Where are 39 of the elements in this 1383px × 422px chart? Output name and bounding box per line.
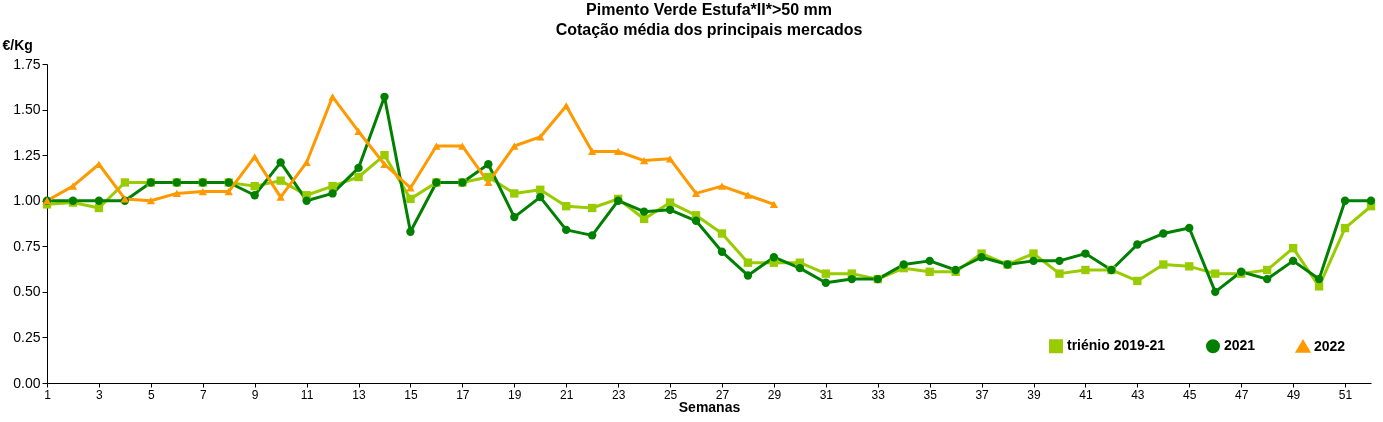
x-tick-label: 43 [1131, 387, 1145, 402]
x-tick-label: 15 [404, 387, 418, 402]
y-tick-label: 0.00 [13, 374, 41, 391]
y-tick-label: 1.25 [13, 146, 41, 163]
x-tick-label: 47 [1235, 387, 1249, 402]
x-tick-label: 17 [456, 387, 470, 402]
y-tick-label: 1.75 [13, 55, 41, 72]
x-tick-label: 37 [975, 387, 990, 402]
chart-subtitle: Cotação média dos principais mercados [555, 21, 863, 38]
x-tick-label: 7 [199, 387, 207, 402]
chart-title: Pimento Verde Estufa*II*>50 mm [586, 1, 832, 18]
x-tick-label: 23 [611, 387, 626, 402]
x-tick-label: 45 [1183, 387, 1197, 402]
x-tick-label: 5 [148, 387, 155, 402]
x-tick-label: 3 [96, 387, 104, 402]
x-tick-label: 21 [560, 387, 574, 402]
y-tick-label: 0.25 [13, 328, 41, 345]
x-tick-label: 25 [663, 387, 678, 402]
x-tick-label: 41 [1079, 387, 1093, 402]
x-tick-label: 35 [923, 387, 938, 402]
x-tick-label: 33 [871, 387, 886, 402]
legend-label: triénio 2019-21 [1067, 337, 1166, 354]
y-tick-label: 1.50 [13, 101, 41, 118]
x-tick-label: 9 [251, 387, 259, 402]
y-tick-label: 0.75 [13, 237, 41, 254]
x-tick-label: 1 [44, 387, 52, 402]
x-tick-label: 39 [1027, 387, 1041, 402]
x-tick-label: 29 [767, 387, 782, 402]
x-tick-label: 13 [352, 387, 367, 402]
legend-label: 2022 [1314, 337, 1346, 354]
x-tick-label: 51 [1338, 387, 1353, 402]
y-tick-label: 1.00 [13, 192, 41, 209]
x-tick-label: 11 [300, 387, 314, 402]
y-axis-title: €/Kg [2, 36, 33, 53]
x-tick-label: 49 [1286, 387, 1301, 402]
legend-label: 2021 [1224, 337, 1256, 354]
x-tick-label: 19 [508, 387, 522, 402]
x-tick-label: 31 [819, 387, 834, 402]
y-tick-label: 0.50 [13, 283, 41, 300]
